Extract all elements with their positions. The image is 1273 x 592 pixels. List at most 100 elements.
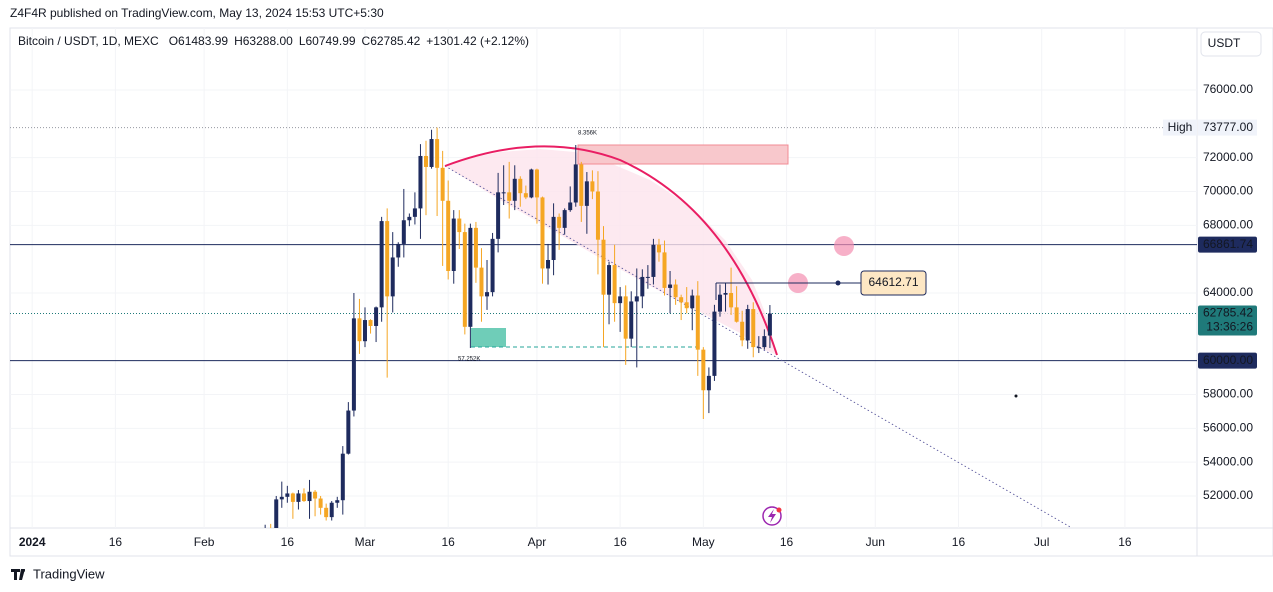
candle-body (390, 257, 395, 297)
candle-body (362, 320, 367, 342)
countdown: 13:36:26 (1206, 320, 1253, 334)
level-tag (1198, 236, 1257, 253)
candle-body (601, 239, 606, 295)
candle-body (534, 169, 539, 198)
candle-body (557, 216, 562, 228)
candle-body (496, 192, 501, 239)
candle-body (512, 178, 517, 201)
candle-body (729, 292, 734, 308)
candle-body (767, 313, 772, 336)
high-name: High (1168, 120, 1193, 134)
candle-body (279, 496, 284, 500)
support-box (471, 328, 506, 347)
footer-logo (11, 569, 25, 580)
candle-body (745, 309, 750, 341)
candle-body (429, 139, 434, 167)
candle-body (579, 164, 584, 206)
candle-body (762, 336, 767, 348)
candle-body (507, 192, 512, 201)
candle-body (340, 453, 345, 501)
level-tag (1198, 352, 1257, 369)
high-name-tag (1163, 119, 1197, 136)
candle-body (473, 227, 478, 268)
candle-body (346, 410, 351, 454)
last-price-label: 62785.42 (1203, 306, 1253, 320)
candle-body (501, 192, 506, 194)
candle-body (307, 491, 312, 502)
currency: USDT (1208, 36, 1241, 50)
event-icon[interactable] (762, 506, 782, 526)
y-tick-label: 56000.00 (1203, 420, 1253, 434)
level-label: 66861.74 (1203, 237, 1253, 251)
arc (444, 145, 778, 356)
x-tick-label: Apr (528, 535, 547, 549)
candle-body (690, 295, 695, 309)
candle-body (529, 169, 534, 198)
x-tick-label: 2024 (19, 535, 46, 549)
candle-body (351, 318, 356, 411)
candle-body (568, 202, 573, 211)
candle-body (701, 349, 706, 391)
candle-body (324, 507, 329, 518)
candle-body (551, 216, 556, 261)
candle-body (318, 498, 323, 508)
candle-body (401, 220, 406, 244)
candle-body (756, 347, 761, 349)
support-label: 57.252K (458, 357, 480, 363)
marker-circle (834, 236, 854, 256)
candle-body (540, 197, 545, 269)
candle-body (618, 296, 623, 304)
candle-body (301, 493, 306, 502)
candle-body (584, 181, 589, 206)
level-label: 60000.00 (1203, 353, 1253, 367)
resistance-label: 8.356K (578, 131, 597, 137)
candle-body (335, 500, 340, 503)
candle-body (296, 493, 301, 502)
candle-body (374, 307, 379, 326)
x-tick-label: 16 (1118, 535, 1132, 549)
candle-body (612, 265, 617, 304)
candle-body (662, 252, 667, 288)
candle-body (629, 301, 634, 339)
x-tick-label: 16 (952, 535, 966, 549)
y-tick-label: 72000.00 (1203, 150, 1253, 164)
candle-body (313, 491, 318, 499)
candle-body (396, 243, 401, 258)
target-label: 64612.71 (868, 275, 918, 289)
x-tick-label: 16 (109, 535, 123, 549)
candle-body (285, 493, 290, 497)
candle-body (607, 265, 612, 295)
overlays: 8.356K 57.252K 64612.71 (458, 131, 1018, 526)
candle-body (490, 238, 495, 293)
candle-body (751, 309, 756, 348)
candle-body (457, 218, 462, 233)
resistance-box (577, 144, 789, 165)
ohlc-value: H63288.00 (234, 34, 293, 48)
published: Z4F4R published on TradingView.com, May … (10, 6, 384, 20)
x-tick-label: 16 (442, 535, 456, 549)
footer-brand: TradingView (33, 566, 105, 581)
candle-body (562, 210, 567, 228)
candle-body (695, 295, 700, 350)
candles (264, 127, 772, 528)
change: +1301.42 (+2.12%) (426, 34, 529, 48)
candle-body (462, 232, 467, 327)
candle-body (379, 221, 384, 308)
candle-body (640, 276, 645, 297)
candle-body (468, 227, 473, 327)
candle-body (573, 164, 578, 203)
symbol: Bitcoin / USDT, 1D, MEXC (18, 34, 159, 48)
y-tick-label: 70000.00 (1203, 184, 1253, 198)
currency-button[interactable] (1200, 31, 1262, 57)
candle-body (740, 321, 745, 341)
last-price-tag (1198, 305, 1257, 336)
x-tick-label: Jul (1034, 535, 1049, 549)
candle-body (451, 218, 456, 271)
candle-body (717, 294, 722, 312)
y-tick-label: 68000.00 (1203, 217, 1253, 231)
x-tick-label: Jun (866, 535, 885, 549)
candle-body (440, 167, 445, 201)
ohlc-value: O61483.99 (169, 34, 229, 48)
candle-body (523, 193, 528, 198)
candle-body (712, 311, 717, 376)
